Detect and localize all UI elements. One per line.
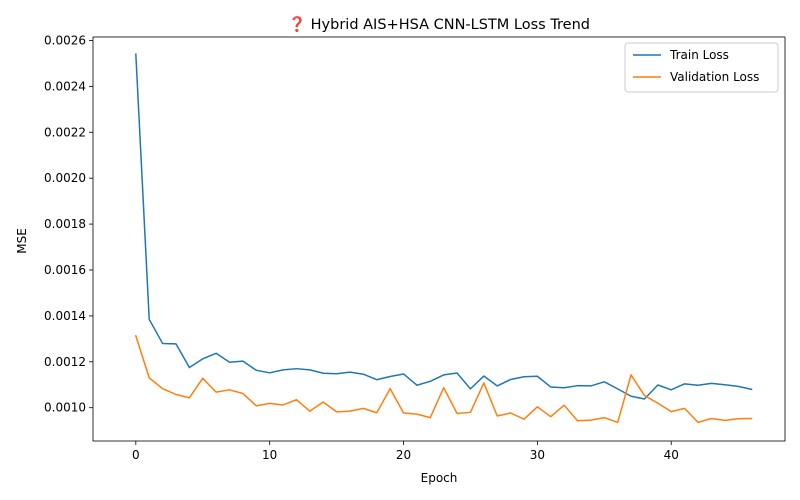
plot-area: 0 10 20 30 40 0.0010 0.0012 0.0014 0.0016 0.0018 0… <box>44 33 786 462</box>
y-tick-label: 0.0018 <box>44 217 86 231</box>
series-line-train-loss <box>135 53 753 400</box>
chart-title: ❓ Hybrid AIS+HSA CNN-LSTM Loss Trend <box>288 15 590 33</box>
y-axis-label: MSE <box>15 228 29 254</box>
x-tick-label: 20 <box>396 448 411 462</box>
x-tick-label: 40 <box>664 448 679 462</box>
y-tick-label: 0.0020 <box>44 171 86 185</box>
y-tick-label: 0.0010 <box>44 401 86 415</box>
y-tick-label: 0.0016 <box>44 263 86 277</box>
x-tick-label: 10 <box>262 448 277 462</box>
x-tick-label: 30 <box>530 448 545 462</box>
series-line-validation-loss <box>134 334 753 424</box>
x-axis-label: Epoch <box>421 471 458 485</box>
legend: Train Loss Validation Loss <box>624 42 779 93</box>
y-tick-label: 0.0012 <box>44 355 86 369</box>
y-tick-label: 0.0026 <box>44 33 86 47</box>
legend-label-train-loss: Train Loss <box>669 48 729 62</box>
y-tick-label: 0.0014 <box>44 309 86 323</box>
x-tick-label: 0 <box>132 448 140 462</box>
plot-frame <box>92 36 786 442</box>
legend-box <box>624 42 779 93</box>
y-tick-label: 0.0024 <box>44 79 86 93</box>
legend-label-validation-loss: Validation Loss <box>670 70 759 84</box>
y-tick-label: 0.0022 <box>44 125 86 139</box>
